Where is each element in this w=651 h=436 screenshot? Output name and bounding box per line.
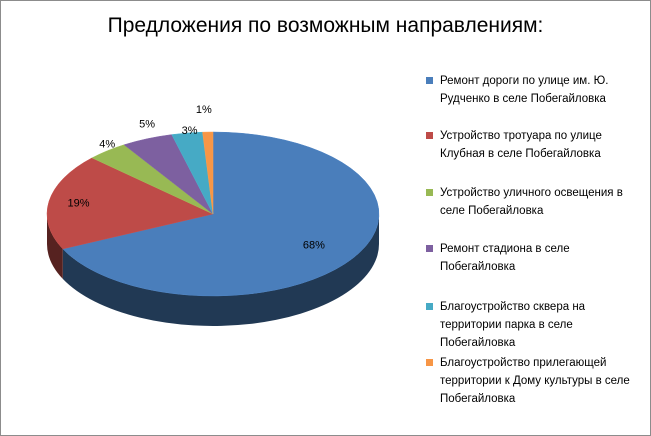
legend-item: Благоустройство сквера на территории пар… bbox=[426, 298, 648, 352]
pie-data-label: 3% bbox=[182, 125, 198, 137]
legend-label: Устройство уличного освещения в селе Поб… bbox=[440, 187, 623, 217]
legend-label: Устройство тротуара по улице Клубная в с… bbox=[440, 130, 602, 160]
chart-title: Предложения по возможным направлениям: bbox=[107, 14, 544, 37]
pie-data-label: 1% bbox=[196, 104, 212, 116]
legend-item: Устройство уличного освещения в селе Поб… bbox=[426, 184, 648, 220]
legend-swatch bbox=[426, 77, 433, 84]
legend-swatch bbox=[426, 303, 433, 310]
legend-item: Благоустройство прилегающей территории к… bbox=[426, 354, 648, 408]
pie-data-label: 4% bbox=[99, 139, 115, 151]
legend-swatch bbox=[426, 245, 433, 252]
legend-item: Ремонт стадиона в селе Побегайловка bbox=[426, 240, 648, 276]
legend-label: Благоустройство прилегающей территории к… bbox=[440, 357, 630, 405]
pie-slice bbox=[62, 131, 380, 297]
pie-slice-side bbox=[62, 214, 380, 327]
pie-slice bbox=[202, 131, 214, 215]
pie-slice-side bbox=[47, 214, 63, 279]
legend-label: Ремонт стадиона в селе Побегайловка bbox=[440, 243, 570, 273]
legend-swatch bbox=[426, 189, 433, 196]
legend-swatch bbox=[426, 132, 433, 139]
legend-label: Благоустройство сквера на территории пар… bbox=[440, 301, 586, 349]
legend-label: Ремонт дороги по улице им. Ю. Рудченко в… bbox=[440, 75, 609, 105]
pie-data-label: 5% bbox=[139, 119, 155, 131]
pie-data-label: 19% bbox=[68, 197, 90, 209]
legend-item: Ремонт дороги по улице им. Ю. Рудченко в… bbox=[426, 72, 648, 108]
pie-data-label: 68% bbox=[303, 240, 325, 252]
legend-swatch bbox=[426, 359, 433, 366]
legend-item: Устройство тротуара по улице Клубная в с… bbox=[426, 127, 648, 163]
pie-slice bbox=[46, 157, 214, 250]
